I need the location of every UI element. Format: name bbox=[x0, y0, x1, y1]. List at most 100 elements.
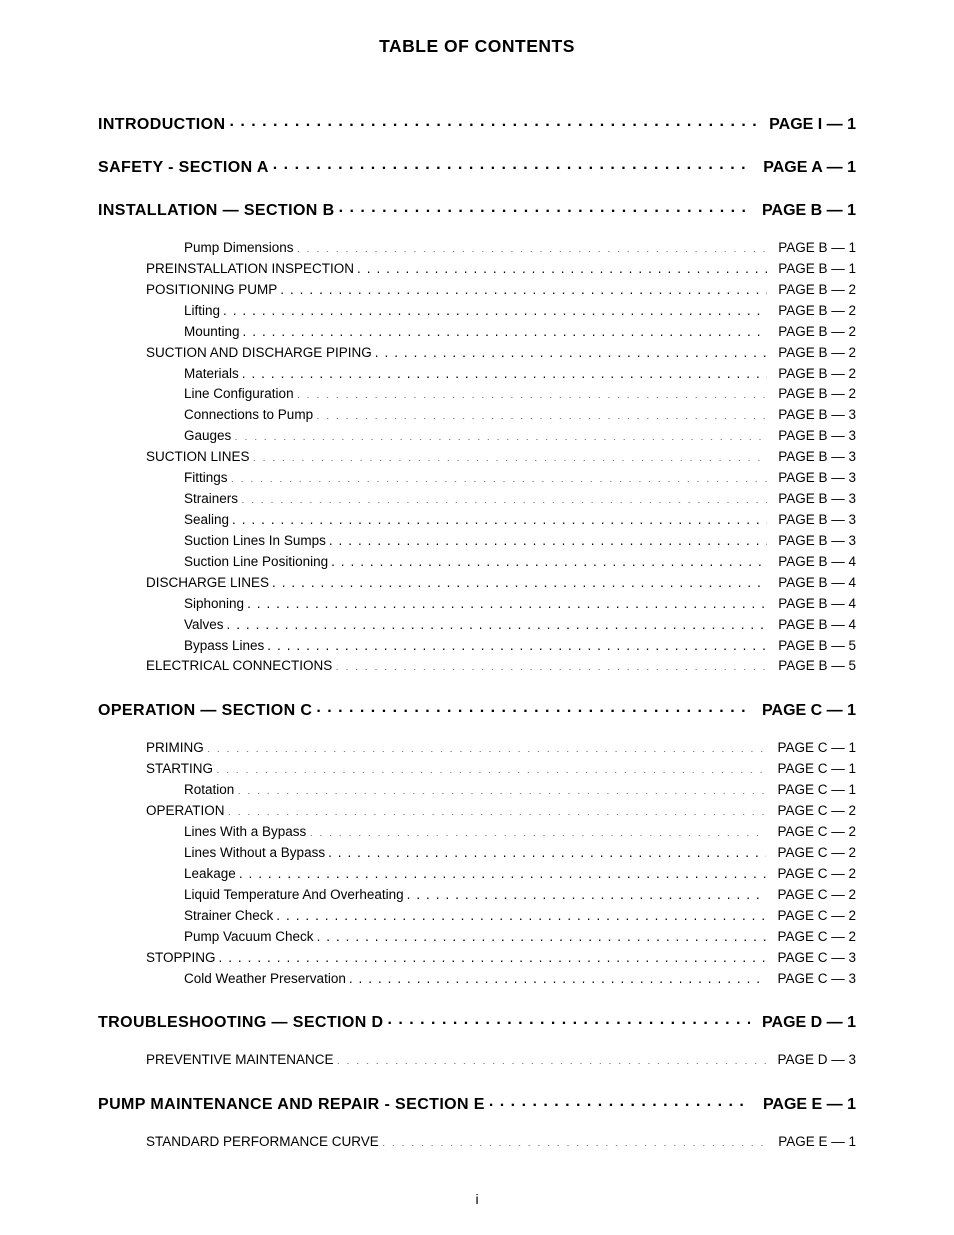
sub-page: PAGE B — 1 bbox=[778, 238, 856, 259]
toc-sub-row: Bypass LinesPAGE B — 5 bbox=[98, 636, 856, 657]
sub-page: PAGE B — 4 bbox=[778, 615, 856, 636]
toc-sub-row: DISCHARGE LINESPAGE B — 4 bbox=[98, 573, 856, 594]
sub-label: Cold Weather Preservation bbox=[184, 969, 346, 990]
sub-page: PAGE B — 3 bbox=[778, 531, 856, 552]
leader-dots bbox=[272, 573, 767, 587]
toc-sub-row: STANDARD PERFORMANCE CURVEPAGE E — 1 bbox=[98, 1132, 856, 1153]
sub-label: Valves bbox=[184, 615, 224, 636]
section-label: INTRODUCTION bbox=[98, 116, 225, 134]
sub-label: SUCTION LINES bbox=[146, 447, 250, 468]
section-label: OPERATION — SECTION C bbox=[98, 702, 312, 720]
trouble-subs: PREVENTIVE MAINTENANCE PAGE D — 3 bbox=[98, 1050, 856, 1071]
sub-page: PAGE E — 1 bbox=[778, 1132, 856, 1153]
sub-page: PAGE C — 2 bbox=[777, 801, 856, 822]
sub-label: STARTING bbox=[146, 759, 213, 780]
toc-sub-row: STARTING PAGE C — 1 bbox=[98, 759, 856, 780]
sub-label: Liquid Temperature And Overheating bbox=[184, 885, 404, 906]
leader-dots bbox=[297, 385, 768, 399]
sub-label: Rotation bbox=[184, 780, 234, 801]
leader-dots bbox=[237, 781, 766, 795]
sub-label: STOPPING bbox=[146, 948, 216, 969]
table-of-contents: INTRODUCTION PAGE I — 1 SAFETY - SECTION… bbox=[98, 113, 856, 1153]
toc-sub-row: OPERATION PAGE C — 2 bbox=[98, 801, 856, 822]
toc-sub-row: Suction Line PositioningPAGE B — 4 bbox=[98, 552, 856, 573]
sub-page: PAGE C — 1 bbox=[777, 759, 856, 780]
sub-page: PAGE B — 2 bbox=[778, 384, 856, 405]
leader-dots bbox=[276, 906, 766, 920]
install-subs: Pump DimensionsPAGE B — 1 PREINSTALLATIO… bbox=[98, 238, 856, 677]
leader-dots bbox=[216, 760, 766, 774]
leader-dots bbox=[243, 322, 768, 336]
leader-dots bbox=[335, 657, 767, 671]
sub-label: Fittings bbox=[184, 468, 228, 489]
toc-sub-row: Siphoning PAGE B — 4 bbox=[98, 594, 856, 615]
sub-label: PRIMING bbox=[146, 738, 204, 759]
toc-sub-row: GaugesPAGE B — 3 bbox=[98, 426, 856, 447]
toc-section-maint: PUMP MAINTENANCE AND REPAIR - SECTION E … bbox=[98, 1093, 856, 1114]
leader-dots bbox=[349, 969, 767, 983]
sub-page: PAGE C — 2 bbox=[777, 906, 856, 927]
toc-sub-row: Leakage PAGE C — 2 bbox=[98, 864, 856, 885]
section-page: PAGE B — 1 bbox=[762, 202, 856, 220]
leader-dots bbox=[219, 948, 767, 962]
sub-label: Materials bbox=[184, 364, 239, 385]
sub-page: PAGE C — 2 bbox=[777, 822, 856, 843]
toc-sub-row: Sealing PAGE B — 3 bbox=[98, 510, 856, 531]
sub-label: Lines With a Bypass bbox=[184, 822, 306, 843]
toc-sub-row: Rotation PAGE C — 1 bbox=[98, 780, 856, 801]
sub-page: PAGE B — 2 bbox=[778, 343, 856, 364]
sub-page: PAGE C — 2 bbox=[777, 864, 856, 885]
sub-page: PAGE B — 3 bbox=[778, 405, 856, 426]
sub-page: PAGE C — 2 bbox=[777, 927, 856, 948]
toc-sub-row: FittingsPAGE B — 3 bbox=[98, 468, 856, 489]
toc-sub-row: Suction Lines In SumpsPAGE B — 3 bbox=[98, 531, 856, 552]
sub-label: Leakage bbox=[184, 864, 236, 885]
leader-dots bbox=[239, 864, 767, 878]
sub-label: OPERATION bbox=[146, 801, 225, 822]
sub-page: PAGE B — 3 bbox=[778, 510, 856, 531]
toc-sub-row: MountingPAGE B — 2 bbox=[98, 322, 856, 343]
leader-dots bbox=[280, 280, 767, 294]
sub-label: Lifting bbox=[184, 301, 220, 322]
sub-page: PAGE B — 4 bbox=[778, 594, 856, 615]
sub-page: PAGE B — 2 bbox=[778, 364, 856, 385]
leader-dots bbox=[231, 469, 768, 483]
sub-page: PAGE C — 2 bbox=[777, 885, 856, 906]
sub-page: PAGE C — 2 bbox=[777, 843, 856, 864]
page-title: TABLE OF CONTENTS bbox=[98, 36, 856, 57]
leader-dots bbox=[407, 885, 767, 899]
sub-label: PREVENTIVE MAINTENANCE bbox=[146, 1050, 334, 1071]
sub-label: PREINSTALLATION INSPECTION bbox=[146, 259, 354, 280]
toc-sub-row: SUCTION LINESPAGE B — 3 bbox=[98, 447, 856, 468]
sub-page: PAGE B — 4 bbox=[778, 552, 856, 573]
sub-page: PAGE B — 1 bbox=[778, 259, 856, 280]
sub-label: Siphoning bbox=[184, 594, 244, 615]
sub-label: ELECTRICAL CONNECTIONS bbox=[146, 656, 332, 677]
operate-subs: PRIMINGPAGE C — 1 STARTINGPAGE C — 1 Rot… bbox=[98, 738, 856, 989]
leader-dots bbox=[297, 239, 768, 253]
toc-section-intro: INTRODUCTION PAGE I — 1 bbox=[98, 113, 856, 134]
sub-page: PAGE C — 3 bbox=[777, 969, 856, 990]
sub-page: PAGE B — 4 bbox=[778, 573, 856, 594]
sub-label: Lines Without a Bypass bbox=[184, 843, 325, 864]
leader-dots bbox=[316, 406, 767, 420]
sub-label: Strainer Check bbox=[184, 906, 273, 927]
sub-page: PAGE C — 1 bbox=[777, 780, 856, 801]
section-label: TROUBLESHOOTING — SECTION D bbox=[98, 1014, 383, 1032]
leader-dots bbox=[242, 364, 767, 378]
toc-sub-row: LiftingPAGE B — 2 bbox=[98, 301, 856, 322]
sub-label: Sealing bbox=[184, 510, 229, 531]
leader-dots bbox=[234, 427, 767, 441]
toc-sub-row: StrainersPAGE B — 3 bbox=[98, 489, 856, 510]
toc-sub-row: SUCTION AND DISCHARGE PIPINGPAGE B — 2 bbox=[98, 343, 856, 364]
leader-dots bbox=[382, 1133, 767, 1147]
section-label: PUMP MAINTENANCE AND REPAIR - SECTION E bbox=[98, 1096, 485, 1114]
sub-page: PAGE D — 3 bbox=[777, 1050, 856, 1071]
toc-sub-row: PRIMINGPAGE C — 1 bbox=[98, 738, 856, 759]
section-label: INSTALLATION — SECTION B bbox=[98, 202, 335, 220]
toc-sub-row: STOPPINGPAGE C — 3 bbox=[98, 948, 856, 969]
leader-dots bbox=[329, 531, 767, 545]
toc-sub-row: Pump Vacuum CheckPAGE C — 2 bbox=[98, 927, 856, 948]
toc-section-install: INSTALLATION — SECTION B PAGE B — 1 bbox=[98, 199, 856, 220]
leader-dots bbox=[331, 552, 767, 566]
